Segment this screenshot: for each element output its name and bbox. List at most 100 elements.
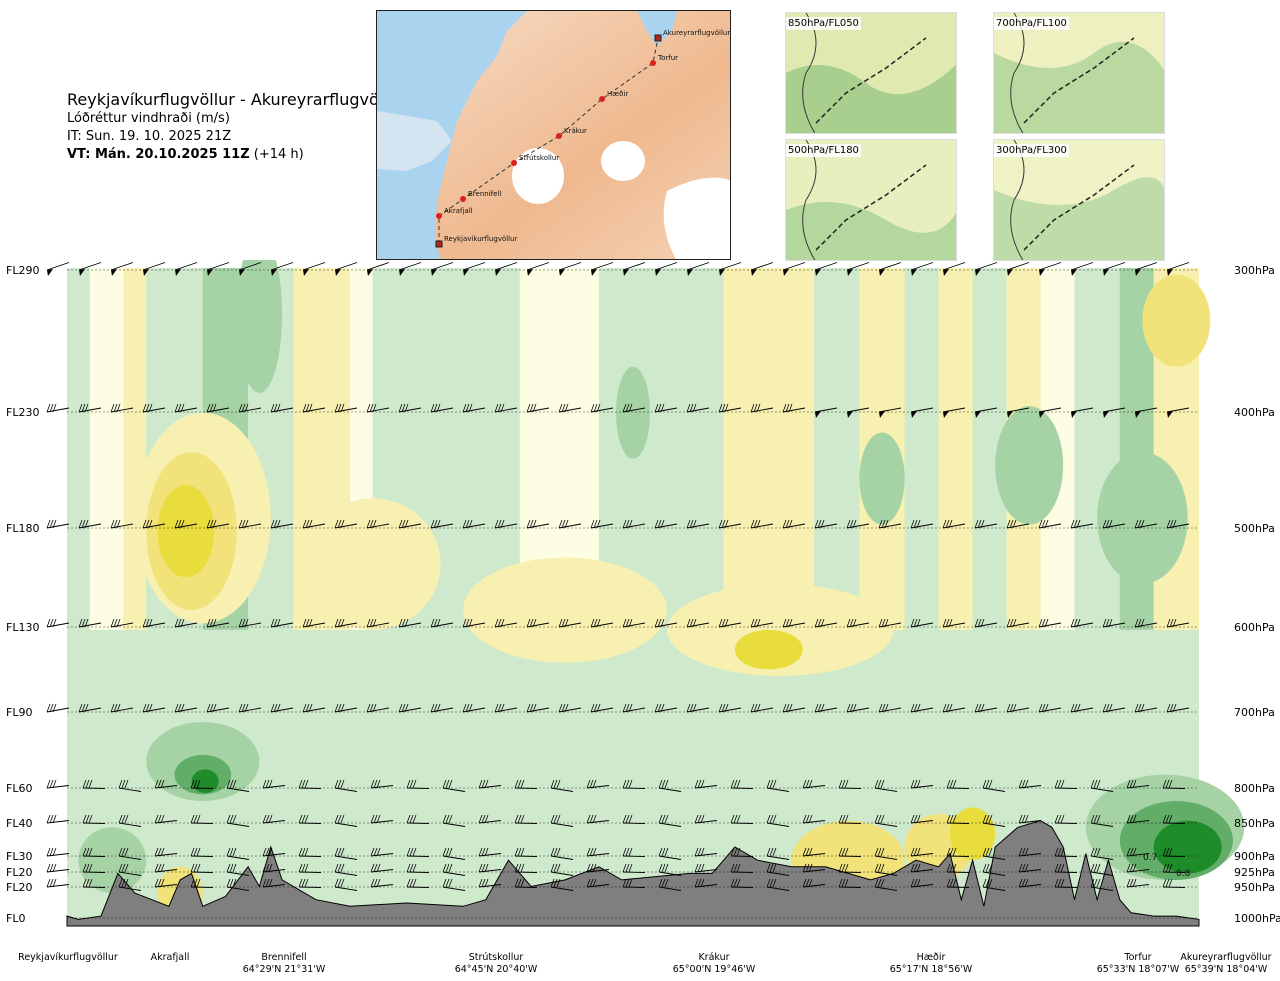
waypoint-marker [436,213,442,219]
wind-barb-232 [766,814,790,827]
wind-barb-163 [654,703,678,713]
waypoint-label: Strútskollur 64°45'N 20°40'W [436,952,556,976]
wind-barb-257 [514,847,538,857]
flight-level-label: FL180 [6,522,39,535]
wind-barb-126 [622,618,646,628]
wind-barb-31 [1038,262,1062,276]
wind-barb-318 [406,878,430,888]
wind-barb-76 [174,519,198,529]
airport-marker [654,34,662,42]
wind-barb-92 [686,519,710,529]
wind-barb-202 [838,779,862,789]
wind-barb-22 [750,262,774,276]
route-point-0[interactable]: Akureyrarflugvöllur [654,29,730,42]
wind-barb-140 [1070,618,1094,628]
mini-map-700[interactable]: 700hPa/FL100 [993,12,1165,134]
wind-barb-264 [766,847,790,860]
wind-barb-119 [398,618,422,628]
wind-band-14 [814,268,860,630]
wind-barb-85 [462,519,486,529]
mini-map-300[interactable]: 300hPa/FL300 [993,139,1165,261]
wind-barb-112 [174,618,198,628]
wind-barb-256 [478,847,502,857]
wind-barb-297 [802,863,826,873]
wind-barb-259 [586,847,610,857]
wind-barb-77 [206,519,230,529]
wind-barb-67 [1038,407,1062,418]
wind-barb-136 [942,618,966,628]
wind-barb-305 [1090,863,1114,876]
wind-barb-105 [1102,519,1126,529]
wind-barb-108 [46,618,70,628]
wind-barb-5 [206,262,230,276]
wind-barb-96 [814,519,838,529]
wind-barb-23 [782,262,806,276]
waypoint-label: Reykjavíkurflugvöllur [8,952,128,964]
wind-barb-155 [398,703,422,713]
waypoint-label: Krákur 65°00'N 19°46'W [654,952,774,976]
wind-barb-269 [946,847,970,857]
wind-barb-218 [262,814,286,824]
wind-barb-2 [110,262,134,276]
wind-barb-166 [750,703,774,713]
wind-barb-244 [46,847,70,857]
wind-barb-221 [370,814,394,824]
mini-map-700-label: 700hPa/FL100 [994,17,1069,30]
wind-barb-184 [190,779,214,789]
wind-barb-204 [910,779,934,789]
wind-barb-70 [1134,407,1158,418]
wind-barb-90 [622,519,646,529]
wind-barb-332 [910,878,934,888]
wind-barb-65 [974,407,998,418]
mini-map-500[interactable]: 500hPa/FL180 [785,139,957,261]
route-point-7[interactable]: Reykjavíkurflugvöllur [435,235,518,248]
wind-barb-288 [478,863,502,873]
pressure-level-label: 950hPa [1234,881,1275,894]
wind-barb-193 [514,779,538,789]
chart-header: Reykjavíkurflugvöllur - Akureyrarflugvöl… [67,90,404,164]
waypoint-name: Reykjavíkurflugvöllur [18,952,118,963]
route-point-4[interactable]: Strútskollur [511,154,559,166]
wind-barb-8 [302,262,326,276]
wind-barb-285 [370,863,394,873]
wind-barb-229 [658,814,682,827]
wind-barb-100 [942,519,966,529]
wind-barb-173 [974,703,998,713]
wind-barb-283 [298,863,322,873]
wind-barb-157 [462,703,486,713]
route-point-3[interactable]: Krákur [556,127,587,139]
wind-barb-337 [1090,878,1114,891]
wind-barb-158 [494,703,518,713]
wind-cell-14 [1097,452,1188,584]
wind-barb-130 [750,618,774,628]
route-point-label: Reykjavíkurflugvöllur [444,235,518,243]
route-point-2[interactable]: Hæðir [599,90,628,102]
wind-barb-217 [226,814,250,827]
wind-barb-68 [1070,407,1094,418]
wind-barb-177 [1102,703,1126,713]
pressure-level-label: 500hPa [1234,522,1275,535]
waypoint-name: Strútskollur [468,952,524,963]
wind-barb-336 [1054,878,1078,888]
wind-barb-226 [550,814,574,827]
wind-barb-125 [590,618,614,628]
wind-barb-164 [686,703,710,713]
wind-barb-104 [1070,519,1094,529]
cross-section-chart: FL290 300hPa FL230 400hPa FL180 500hPa FL130 60… [6,260,1280,927]
mini-map-850[interactable]: 850hPa/FL050 [785,12,957,134]
wind-barb-69 [1102,407,1126,418]
wind-barb-74 [110,519,134,529]
waypoint-name: Hæðir [916,952,946,963]
wind-barb-271 [1018,847,1042,857]
wind-barb-181 [82,779,106,789]
route-point-1[interactable]: Torfur [650,54,678,66]
wind-barb-129 [718,618,742,628]
flight-level-label: FL40 [6,817,32,830]
wind-barb-263 [730,847,754,857]
route-point-label: Akrafjall [444,207,473,215]
route-point-5[interactable]: Brennifell [460,190,501,202]
flight-level-label: FL130 [6,621,39,634]
wind-barb-255 [442,847,466,860]
route-point-6[interactable]: Akrafjall [436,207,473,219]
wind-barb-287 [442,863,466,876]
